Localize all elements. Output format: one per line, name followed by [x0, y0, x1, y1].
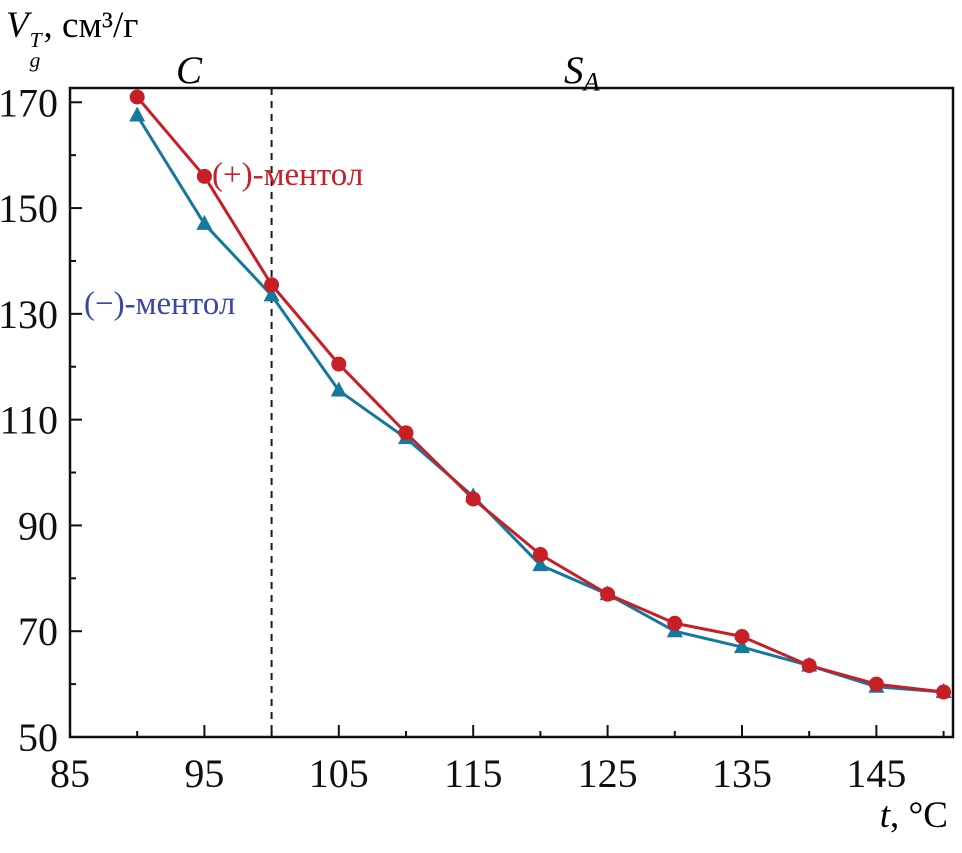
series-label-plus-menthol: (+)-ментол [212, 157, 364, 193]
axis-tick-labels: 85 95 105 115 125 135 145 50 70 90 110 130 150 170 [0, 80, 906, 796]
marker-circle-plus-menthol [532, 547, 548, 563]
marker-triangle-minus-menthol [733, 638, 750, 654]
marker-triangle-minus-menthol [330, 381, 347, 397]
y-tick-label: 110 [0, 398, 58, 443]
marker-circle-plus-menthol [465, 491, 481, 507]
x-axis-label: t, °C [880, 794, 948, 837]
marker-triangle-minus-menthol [196, 214, 213, 230]
region-label-sa: SA [564, 49, 600, 97]
y-axis-variable: V [6, 5, 29, 46]
series-plus-menthol [129, 89, 952, 700]
y-tick-label: 50 [18, 715, 58, 760]
marker-circle-plus-menthol [196, 168, 212, 184]
marker-circle-plus-menthol [868, 676, 884, 692]
marker-triangle-minus-menthol [263, 286, 280, 302]
y-axis-units: , см³/г [43, 5, 139, 46]
x-tick-label: 115 [444, 751, 503, 796]
x-tick-label: 135 [712, 751, 772, 796]
series-minus-menthol [129, 106, 952, 699]
x-tick-label: 105 [309, 751, 369, 796]
x-tick-label: 145 [846, 751, 906, 796]
plot-frame [68, 86, 955, 739]
marker-triangle-minus-menthol [532, 556, 549, 572]
axis-ticks [69, 101, 945, 738]
x-tick-label: 95 [184, 751, 224, 796]
marker-triangle-minus-menthol [129, 106, 146, 122]
series-label-minus-menthol: (−)-ментол [84, 286, 236, 322]
y-tick-label: 90 [18, 503, 58, 548]
region-label-c: C [176, 49, 203, 92]
x-tick-label: 125 [578, 751, 638, 796]
marker-circle-plus-menthol [734, 629, 750, 645]
y-tick-label: 150 [0, 186, 58, 231]
y-tick-label: 170 [0, 80, 58, 125]
marker-circle-plus-menthol [129, 89, 145, 105]
x-axis-variable: t [879, 795, 891, 836]
marker-circle-plus-menthol [398, 425, 414, 441]
y-tick-label: 70 [18, 609, 58, 654]
series-line-minus-menthol [135, 114, 946, 694]
marker-circle-plus-menthol [600, 586, 616, 602]
x-tick-label: 85 [50, 751, 90, 796]
marker-circle-plus-menthol [331, 356, 347, 372]
marker-circle-plus-menthol [801, 658, 817, 674]
marker-circle-plus-menthol [667, 615, 683, 631]
marker-circle-plus-menthol [936, 684, 952, 700]
y-tick-label: 130 [0, 292, 58, 337]
x-axis-units: , °C [890, 795, 948, 836]
marker-circle-plus-menthol [264, 277, 280, 293]
